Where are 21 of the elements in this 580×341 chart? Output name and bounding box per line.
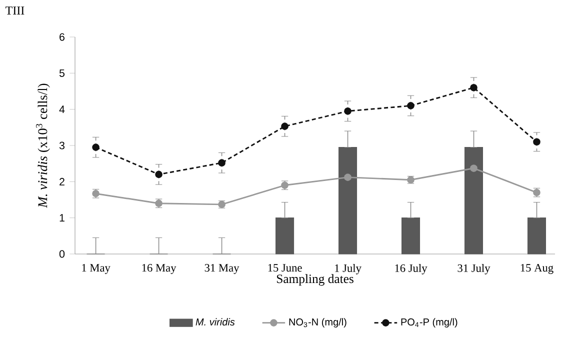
y-tick-label: 4 <box>59 106 65 113</box>
legend-label: NO$_{3}$-N (mg/l) <box>289 318 346 328</box>
legend-label: M. viridis <box>196 318 235 326</box>
legend-label: PO$_{4}$-P (mg/l) <box>401 318 458 328</box>
x-tick-label: 1 July <box>335 264 362 274</box>
y-tick-label: 5 <box>59 69 65 77</box>
chart-title: TIII <box>6 6 24 14</box>
y-tick-label: 1 <box>60 214 64 222</box>
y-tick-label: 3 <box>59 142 64 150</box>
x-tick-label: 31 May <box>204 264 240 274</box>
x-tick-label: 31 July <box>458 264 490 274</box>
y-tick-label: 2 <box>60 178 64 186</box>
x-axis-title: Sampling dates <box>276 274 354 286</box>
x-tick-label: 1 May <box>82 264 110 274</box>
x-tick-label: 15 Aug <box>520 264 554 274</box>
x-tick-label: 15 June <box>268 264 302 272</box>
x-tick-label: 16 May <box>142 264 176 274</box>
x-tick-label: 16 July <box>395 264 428 274</box>
y-tick-label: 0 <box>59 250 65 258</box>
y-tick-label: 6 <box>60 33 64 41</box>
y-axis-title: M. viridis (x10$^{3}$ cells/l) <box>36 84 50 208</box>
